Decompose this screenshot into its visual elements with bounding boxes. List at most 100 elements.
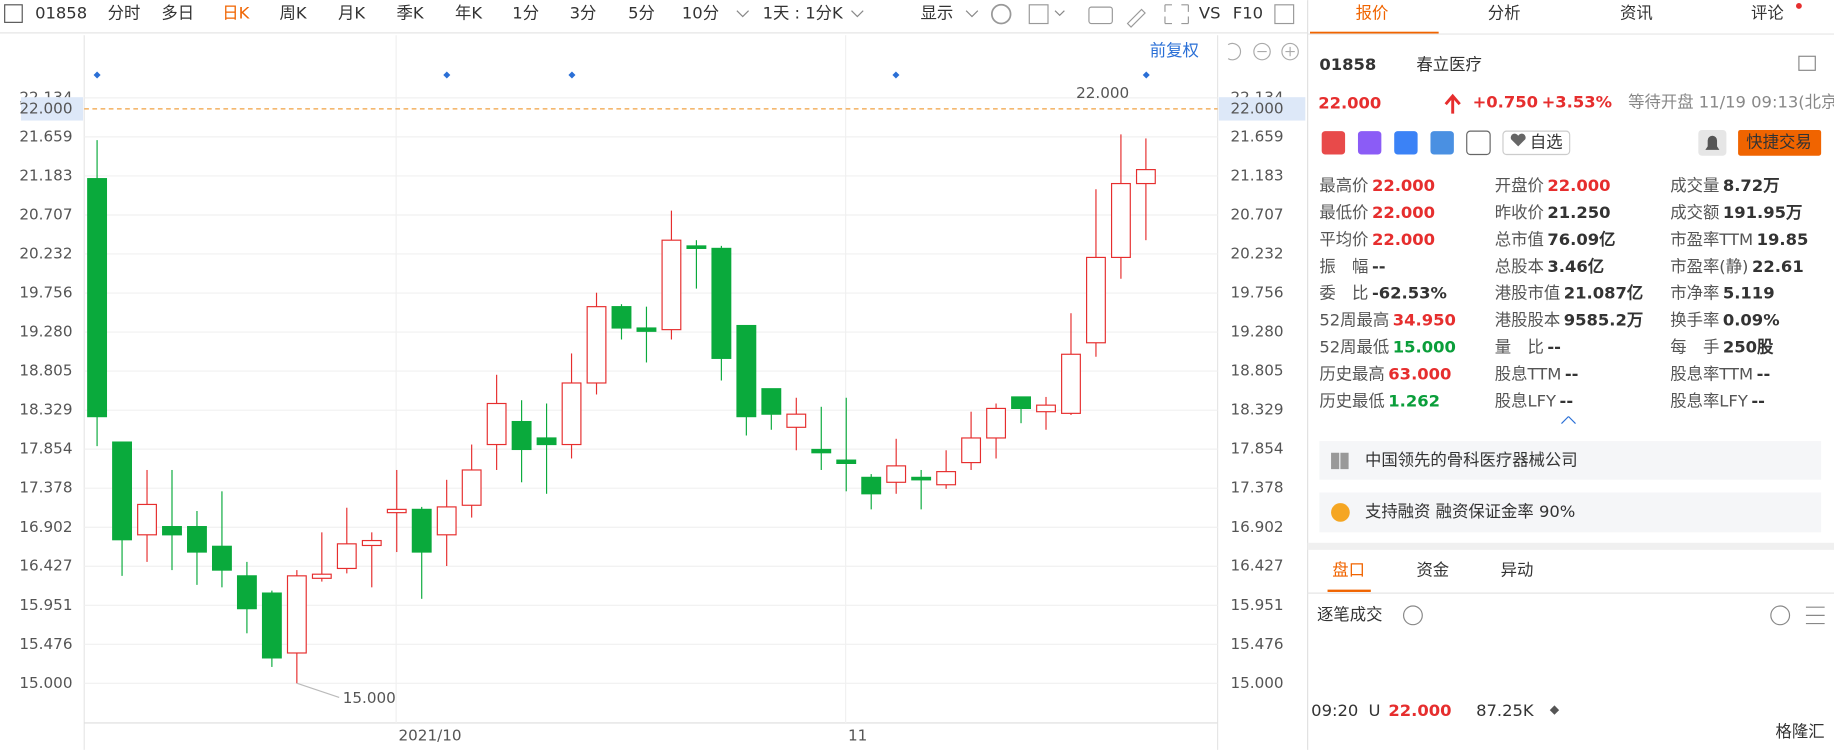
icon-badge[interactable] (1321, 131, 1346, 155)
stat-value: 191.95万 (1723, 203, 1803, 222)
stat-value: 0.09% (1723, 310, 1780, 329)
watch-label[interactable]: 自选 (1530, 132, 1563, 151)
layout-icon[interactable] (1274, 4, 1295, 25)
y-tick-label: 15.951 (1230, 596, 1283, 614)
y-tick-label: 16.902 (19, 518, 72, 536)
candle-body (786, 413, 807, 428)
period-tab[interactable]: 年K (455, 4, 483, 23)
period-tab[interactable]: 1分 (512, 4, 539, 23)
period-tab[interactable]: 5分 (628, 4, 655, 23)
trade-label[interactable]: 快捷交易 (1746, 132, 1811, 151)
stat-label: 股息TTM (1495, 364, 1562, 383)
period-tab[interactable]: 10分 (682, 4, 719, 23)
trade-button[interactable] (1738, 129, 1822, 156)
stat: 历史最低 1.262 (1319, 391, 1440, 410)
stat: 52周最高 34.950 (1319, 310, 1456, 329)
period-tab[interactable]: 周K (280, 4, 308, 23)
candle-body (736, 324, 757, 418)
panel-tab[interactable]: 报价 (1356, 4, 1389, 23)
candle-body (187, 526, 207, 553)
candle-body (336, 543, 357, 570)
stat: 股息LFY -- (1495, 391, 1573, 410)
period-tab[interactable]: 3分 (570, 4, 597, 23)
info-icon[interactable] (1402, 605, 1423, 626)
stat-value: 8.72万 (1723, 176, 1780, 195)
fullscreen-icon[interactable] (1164, 4, 1189, 25)
candle-body (911, 476, 932, 481)
draw-icon[interactable] (1126, 8, 1146, 28)
candle-body (661, 239, 682, 331)
y-tick-label: 16.427 (19, 557, 72, 575)
panel-menu-icon[interactable] (1798, 55, 1816, 71)
stat: 换手率 0.09% (1670, 310, 1779, 329)
panel-tab[interactable]: 评论 (1751, 4, 1784, 23)
candle-body (886, 465, 907, 483)
lower-tab[interactable]: 盘口 (1332, 560, 1365, 579)
period-tab[interactable]: 季K (397, 4, 425, 23)
list-icon[interactable] (1805, 606, 1825, 625)
sidebar-toggle[interactable] (4, 4, 23, 23)
info-box (1319, 441, 1822, 480)
period-tab[interactable]: 月K (338, 4, 366, 23)
y-tick-label: 15.476 (1230, 635, 1283, 653)
interval-select[interactable]: 1天 : 1分K (763, 4, 844, 23)
candle-body (261, 592, 282, 659)
candle-body (211, 545, 232, 571)
stat: 股息TTM -- (1495, 364, 1579, 383)
more-icon[interactable] (1770, 605, 1791, 626)
display-menu[interactable]: 显示 (921, 4, 954, 23)
candle-body (411, 508, 432, 553)
zoom-in-icon[interactable] (1281, 42, 1299, 61)
adjust-button[interactable]: 前复权 (1150, 41, 1199, 60)
candle-body (986, 407, 1007, 439)
undo-icon[interactable] (1227, 42, 1242, 61)
quote-name: 春立医疗 (1416, 55, 1481, 74)
stat: 成交量 8.72万 (1670, 176, 1779, 195)
stat: 振 幅 -- (1319, 256, 1385, 275)
stat: 最低价 22.000 (1319, 203, 1435, 222)
collapse-chevron[interactable] (1568, 416, 1576, 424)
stat: 历史最高 63.000 (1319, 364, 1451, 383)
icon-badge[interactable] (1357, 131, 1382, 155)
tool-button[interactable]: VS (1199, 4, 1221, 23)
collapse-chevron[interactable] (1561, 416, 1569, 424)
icon-badge[interactable] (1394, 131, 1418, 155)
stat: 市净率 5.119 (1670, 283, 1774, 302)
candle-body (836, 459, 857, 464)
stat: 港股股本 9585.2万 (1495, 310, 1643, 329)
candle-body (561, 382, 582, 446)
y-tick-label: 17.854 (19, 440, 72, 458)
panel-tab[interactable]: 分析 (1488, 4, 1521, 23)
lower-tab[interactable]: 异动 (1501, 560, 1534, 579)
tool-button[interactable]: F10 (1233, 4, 1263, 23)
period-tab[interactable]: 多日 (161, 4, 194, 23)
icon-badge[interactable] (1430, 131, 1454, 155)
stat-value: 250股 (1723, 337, 1774, 356)
stat-label: 振 幅 (1319, 256, 1368, 275)
settings-icon[interactable] (990, 3, 1012, 25)
zoom-out-icon[interactable] (1253, 42, 1271, 61)
panel-tab[interactable]: 资讯 (1620, 4, 1653, 23)
stat-value: -- (1757, 364, 1771, 383)
stat-label: 开盘价 (1495, 176, 1544, 195)
event-marker[interactable] (1142, 71, 1150, 79)
y-tick-label: 15.476 (19, 635, 72, 653)
camera-icon[interactable] (1088, 6, 1113, 25)
bell-icon (1705, 135, 1720, 150)
stat-value: -- (1751, 391, 1765, 410)
max-annotation: 22.000 (1076, 84, 1129, 102)
period-tab[interactable]: 日K (222, 4, 250, 23)
y-tick-label: 15.951 (19, 596, 72, 614)
overlay-icon[interactable] (1028, 4, 1049, 25)
zoom-signs (1257, 46, 1295, 57)
quote-code: 01858 (1319, 55, 1376, 74)
dropdown-chevrons (736, 10, 1065, 18)
y-tick-label: 20.707 (19, 205, 72, 223)
icon-badge[interactable] (1466, 130, 1491, 156)
price-tag-label: 22.000 (19, 99, 72, 117)
period-tab[interactable]: 分时 (108, 4, 141, 23)
candle-body (1011, 396, 1031, 410)
lower-tab[interactable]: 资金 (1416, 560, 1449, 579)
stat: 52周最低 15.000 (1319, 337, 1456, 356)
